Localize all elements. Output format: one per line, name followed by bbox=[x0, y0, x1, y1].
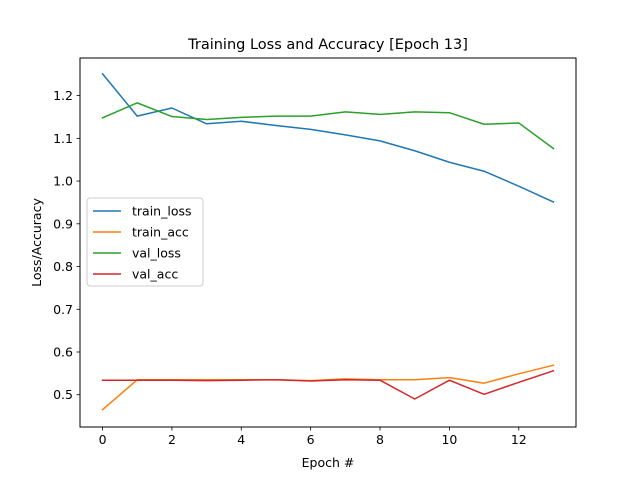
x-tick-label: 2 bbox=[168, 432, 176, 447]
x-tick-label: 8 bbox=[376, 432, 384, 447]
y-tick-label: 1.0 bbox=[53, 174, 73, 189]
y-tick-label: 0.7 bbox=[53, 302, 73, 317]
x-tick-label: 10 bbox=[441, 432, 457, 447]
plot-frame bbox=[79, 57, 577, 428]
x-tick-label: 6 bbox=[307, 432, 315, 447]
y-tick-label: 0.9 bbox=[53, 216, 73, 231]
series-line-train-loss bbox=[101, 72, 555, 204]
legend-frame bbox=[86, 197, 204, 287]
legend-label: train_acc bbox=[132, 225, 189, 240]
chart-title: Training Loss and Accuracy [Epoch 13] bbox=[187, 37, 468, 53]
x-tick-label: 4 bbox=[237, 432, 245, 447]
y-tick-label: 1.1 bbox=[53, 131, 73, 146]
y-axis: 0.5 0.6 0.7 0.8 0.9 1.0 1.1 1.2 bbox=[53, 88, 80, 402]
legend-label: train_loss bbox=[132, 204, 192, 219]
y-tick-label: 1.2 bbox=[53, 88, 73, 103]
y-axis-label: Loss/Accuracy bbox=[29, 198, 44, 287]
x-tick-label: 0 bbox=[99, 432, 107, 447]
series-line-val-acc bbox=[101, 369, 555, 400]
series-layer bbox=[101, 72, 555, 411]
legend-label: val_loss bbox=[132, 246, 181, 261]
y-tick-label: 0.6 bbox=[53, 345, 73, 360]
y-tick-label: 0.5 bbox=[53, 387, 73, 402]
x-axis-label: Epoch # bbox=[302, 455, 355, 470]
x-tick-label: 12 bbox=[511, 432, 527, 447]
series-line-val-loss bbox=[101, 102, 555, 150]
x-axis: 0 2 4 6 8 10 12 bbox=[99, 427, 527, 447]
legend: train_loss train_acc val_loss val_acc bbox=[86, 197, 204, 287]
legend-label: val_acc bbox=[132, 267, 178, 282]
y-tick-label: 0.8 bbox=[53, 259, 73, 274]
